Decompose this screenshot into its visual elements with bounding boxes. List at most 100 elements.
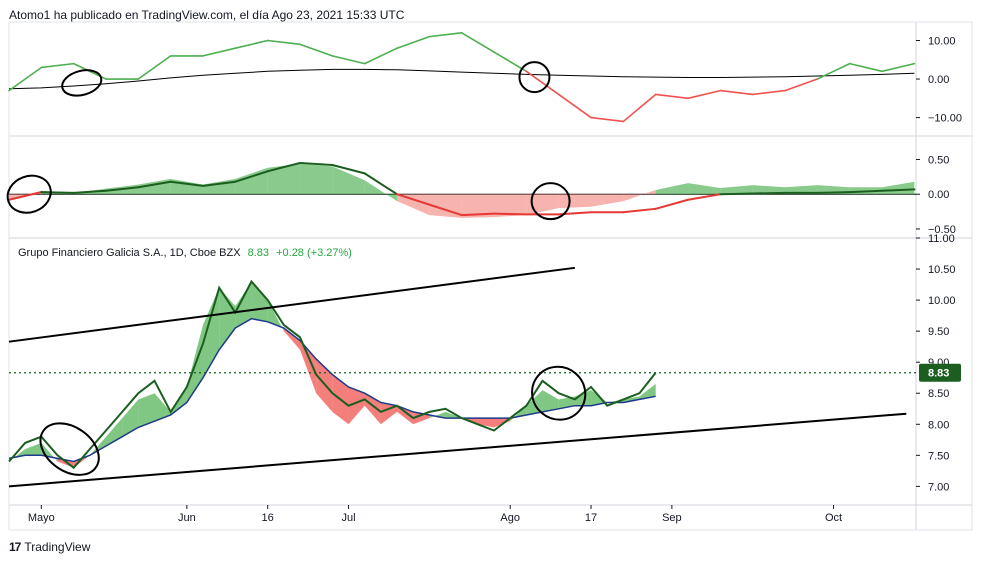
oscillator-line-segment xyxy=(622,93,657,123)
oscillator-line-segment xyxy=(460,31,495,53)
header-text: Atomo1 ha publicado en TradingView.com, … xyxy=(9,8,405,22)
publication-header: Atomo1 ha publicado en TradingView.com, … xyxy=(9,8,404,22)
price-band-segment xyxy=(574,390,592,406)
price-y-tick-label: 8.00 xyxy=(928,419,949,431)
oscillator-line-segment xyxy=(40,62,75,69)
oscillator-line-segment xyxy=(202,47,237,57)
momentum-line-segment xyxy=(202,180,237,187)
oscillator-line-segment xyxy=(266,39,301,46)
price-y-tick-label: 9.50 xyxy=(928,326,949,338)
price-annotation-ellipse xyxy=(531,365,587,421)
momentum-line-segment xyxy=(881,188,916,192)
momentum-annotation-ellipse xyxy=(530,182,571,221)
oscillator-line-segment xyxy=(881,62,916,73)
momentum-line-segment xyxy=(40,191,75,194)
momentum-line-segment xyxy=(137,180,172,189)
time-axis-label: Jun xyxy=(178,512,196,524)
momentum-line-segment xyxy=(816,191,851,194)
price-band-segment xyxy=(138,393,155,428)
momentum-line-segment xyxy=(687,193,722,201)
price-band-segment xyxy=(25,442,42,456)
price-trendline xyxy=(8,412,907,488)
time-axis-label: Oct xyxy=(825,512,842,524)
price-y-tick-label: 8.50 xyxy=(928,388,949,400)
price-band-segment xyxy=(203,287,220,378)
price-y-tick-label: 11.00 xyxy=(928,233,955,245)
last-price-label: 8.83 xyxy=(928,368,949,380)
price-band-segment xyxy=(542,390,559,412)
oscillator-y-tick-label: 0.00 xyxy=(928,74,949,86)
momentum-line-segment xyxy=(719,192,754,196)
momentum-line-segment xyxy=(428,203,463,217)
momentum-y-tick-label: −0.50 xyxy=(928,224,956,236)
tradingview-logo-icon: 17 xyxy=(9,540,21,554)
momentum-line-segment xyxy=(299,161,334,167)
time-axis-label: Jul xyxy=(341,512,355,524)
time-axis-label: Ago xyxy=(500,512,520,524)
price-band-segment xyxy=(154,393,171,422)
oscillator-annotation-ellipse xyxy=(61,69,103,97)
momentum-area-segment xyxy=(267,163,301,195)
oscillator-line-segment xyxy=(525,70,560,96)
oscillator-line-segment xyxy=(396,35,431,50)
momentum-area-segment xyxy=(494,194,527,218)
price-trendline xyxy=(8,266,575,343)
tradingview-brand[interactable]: 17 TradingView xyxy=(9,540,90,554)
momentum-area-segment xyxy=(364,180,398,202)
oscillator-line-segment xyxy=(751,89,786,96)
price-band-segment xyxy=(251,281,268,322)
time-axis-label: Sep xyxy=(662,512,682,524)
momentum-line-segment xyxy=(654,198,690,210)
price-moving-average-line xyxy=(8,317,656,463)
momentum-line-segment xyxy=(622,207,657,214)
momentum-area-segment xyxy=(655,183,689,195)
momentum-area-segment xyxy=(752,185,786,195)
price-band-segment xyxy=(89,436,107,456)
price-y-tick-label: 7.50 xyxy=(928,450,949,462)
price-band-segment xyxy=(73,455,90,468)
price-band-segment xyxy=(558,396,575,409)
oscillator-line-segment xyxy=(719,89,754,96)
momentum-line-segment xyxy=(460,212,496,217)
momentum-line-segment xyxy=(72,189,108,194)
oscillator-line-segment xyxy=(8,66,43,92)
momentum-area-segment xyxy=(688,183,721,195)
momentum-line-segment xyxy=(8,191,43,201)
oscillator-line-segment xyxy=(299,43,334,57)
momentum-line-segment xyxy=(234,170,269,183)
last-price-tag xyxy=(919,363,961,382)
symbol-name: Grupo Financiero Galicia S.A., 1D, Cboe … xyxy=(18,247,241,259)
momentum-area-segment xyxy=(300,163,333,195)
price-annotation-ellipse xyxy=(39,422,100,476)
oscillator-line-segment xyxy=(331,55,366,65)
momentum-area-segment xyxy=(170,178,204,195)
oscillator-y-tick-label: 10.00 xyxy=(928,35,956,47)
time-axis-label: 16 xyxy=(262,512,274,524)
time-axis-label: 17 xyxy=(585,512,597,524)
price-band-segment xyxy=(429,411,446,419)
symbol-change: +0.28 (+3.27%) xyxy=(276,247,352,259)
price-band-segment xyxy=(219,287,236,350)
momentum-y-tick-label: 0.00 xyxy=(928,189,949,201)
price-y-tick-label: 7.00 xyxy=(928,481,949,493)
brand-text: TradingView xyxy=(24,540,91,554)
momentum-line-segment xyxy=(848,189,884,194)
oscillator-line-segment xyxy=(234,39,269,50)
oscillator-line-segment xyxy=(816,62,851,80)
oscillator-line-segment xyxy=(363,47,398,65)
momentum-area-segment xyxy=(882,181,915,195)
symbol-legend: Grupo Financiero Galicia S.A., 1D, Cboe … xyxy=(18,247,352,259)
price-band-segment xyxy=(300,340,317,394)
momentum-line-segment xyxy=(169,180,205,187)
oscillator-y-tick-label: −10.00 xyxy=(928,113,962,125)
time-axis-label: Mayo xyxy=(28,512,55,524)
momentum-line-segment xyxy=(331,164,366,175)
oscillator-line-segment xyxy=(493,51,528,73)
momentum-y-tick-label: 0.50 xyxy=(928,154,949,166)
symbol-price: 8.83 xyxy=(247,247,270,259)
momentum-line-segment xyxy=(751,191,787,195)
price-y-tick-label: 10.00 xyxy=(928,295,956,307)
price-band-segment xyxy=(41,442,58,462)
oscillator-line-segment xyxy=(590,116,625,123)
